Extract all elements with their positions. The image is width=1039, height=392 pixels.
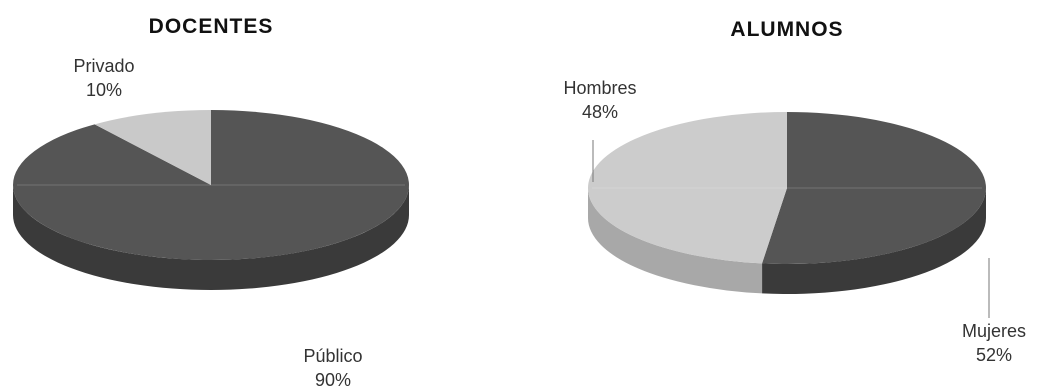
chart-title-docentes: DOCENTES: [149, 15, 274, 38]
slice-label-mujeres: Mujeres 52%: [962, 321, 1026, 365]
pie-side-publico: [13, 185, 409, 290]
slice-label-publico-name: Público: [303, 346, 362, 366]
pie-slice-hombres: [587, 112, 787, 264]
pie-side-mujeres: [762, 188, 986, 294]
slice-label-mujeres-value: 52%: [976, 345, 1012, 365]
pie-alumnos: [587, 112, 986, 294]
slice-label-privado-value: 10%: [86, 80, 122, 100]
chart-docentes: DOCENTES Privado 10% Público 90%: [12, 15, 410, 390]
pie-slice-mujeres: [762, 112, 986, 264]
slice-label-privado-name: Privado: [73, 56, 134, 76]
slice-label-publico: Público 90%: [303, 346, 362, 390]
slice-label-hombres: Hombres 48%: [563, 78, 636, 122]
pie-side-hombres: [588, 188, 763, 294]
pie-slice-publico: [12, 110, 410, 260]
slice-label-hombres-name: Hombres: [563, 78, 636, 98]
slice-label-publico-value: 90%: [315, 370, 351, 390]
chart-title-alumnos: ALUMNOS: [730, 18, 843, 41]
slice-label-hombres-value: 48%: [582, 102, 618, 122]
pie-slice-privado: [94, 110, 211, 185]
slice-label-mujeres-name: Mujeres: [962, 321, 1026, 341]
slice-label-privado: Privado 10%: [73, 56, 134, 100]
pie-docentes: [12, 110, 410, 290]
chart-alumnos: ALUMNOS Hombres 48% Mujeres 52%: [563, 18, 1026, 365]
